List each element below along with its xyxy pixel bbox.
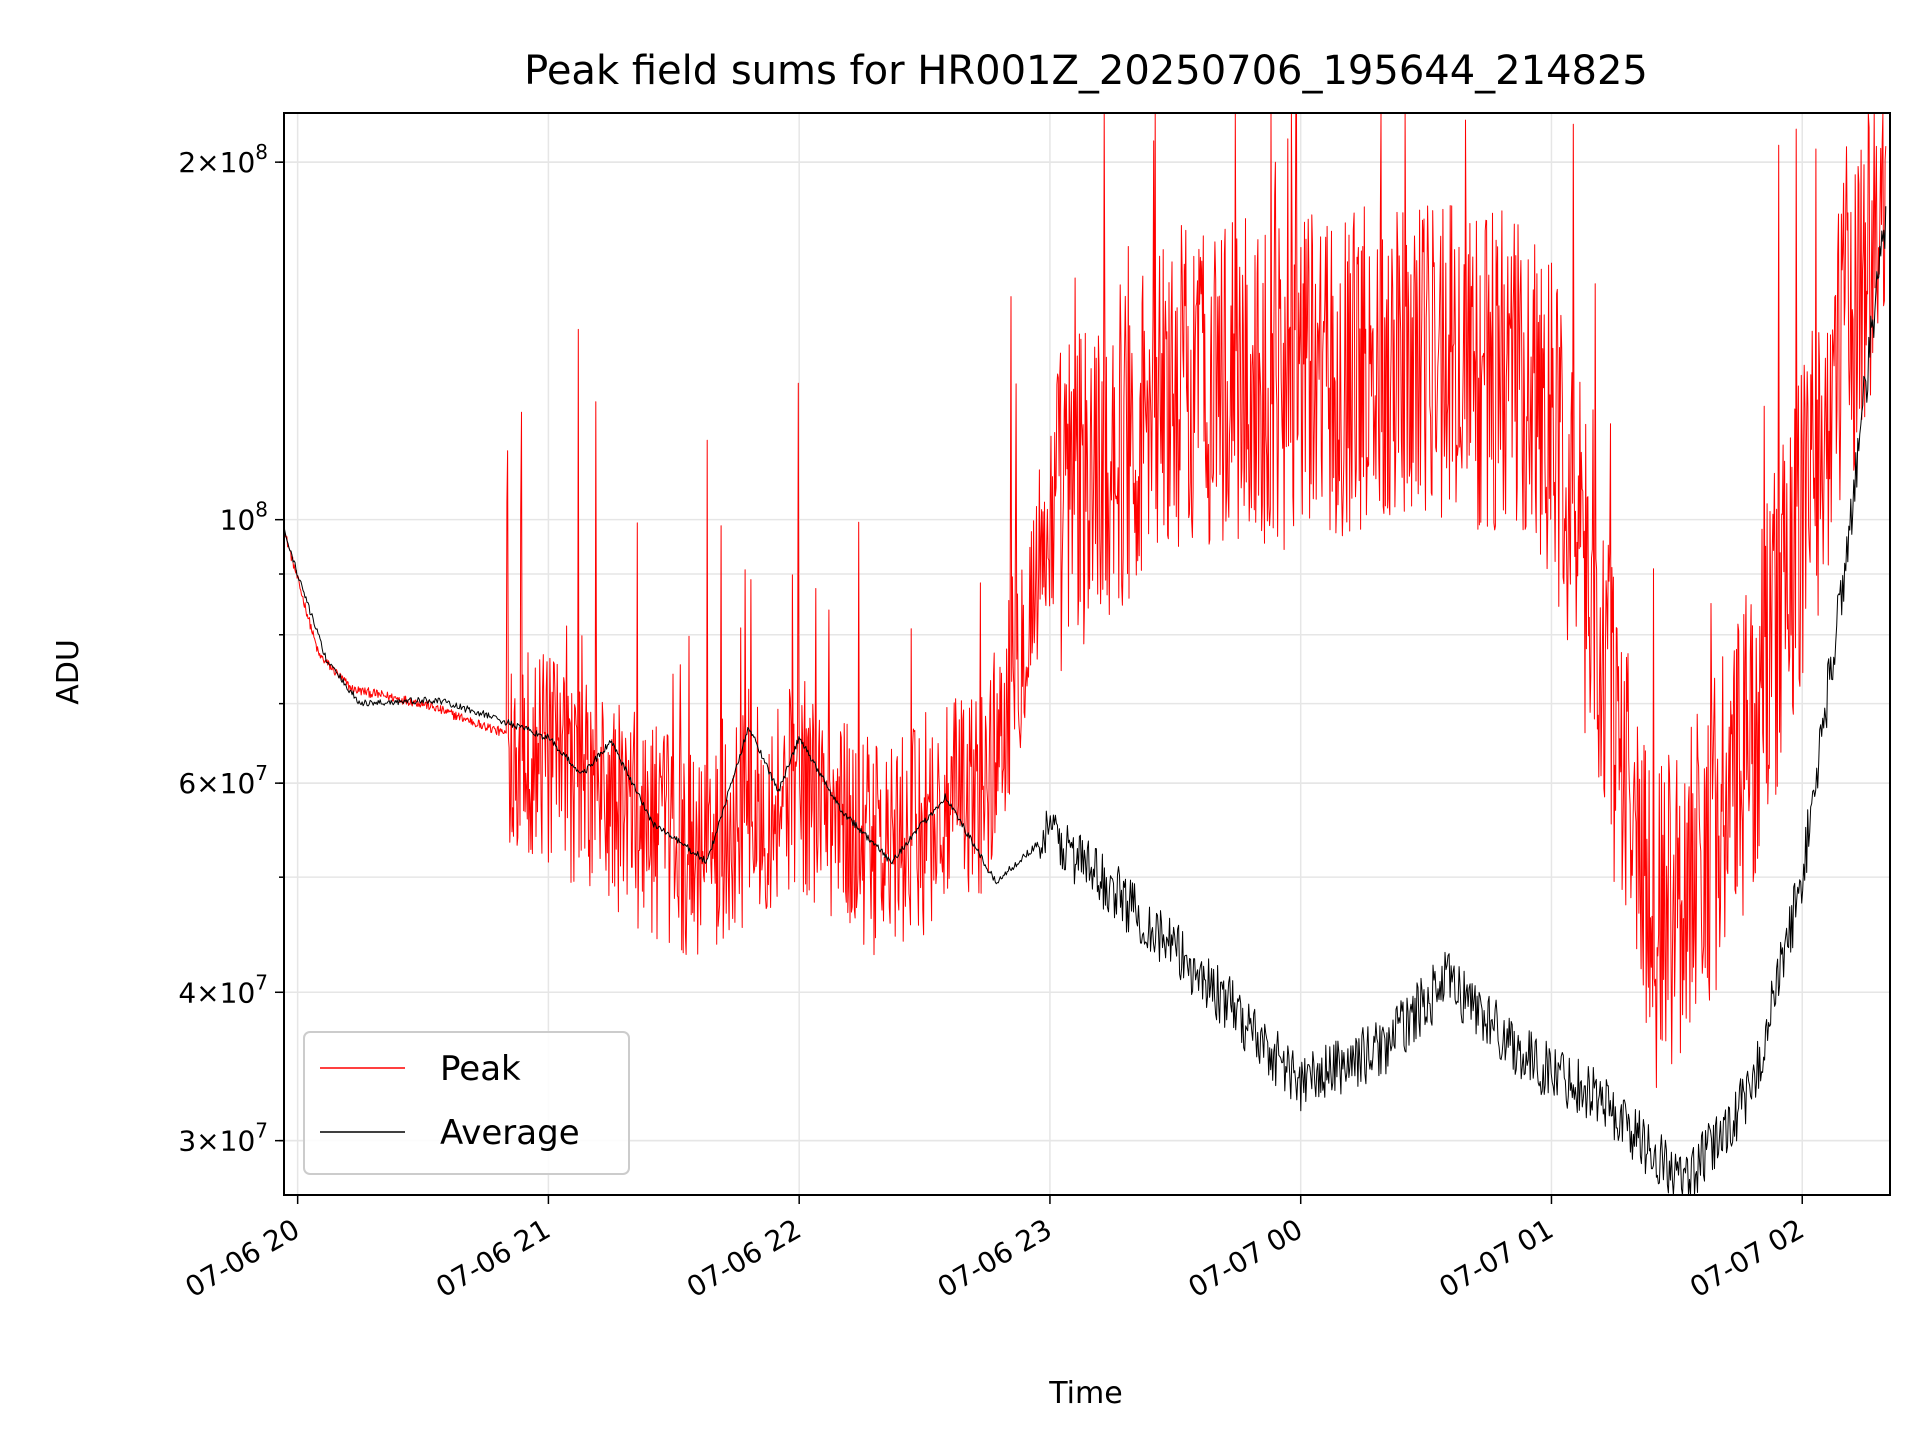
series-layer <box>283 112 1887 1196</box>
y-axis: 3×107 4×107 6×107 108 2×108 <box>178 140 284 1158</box>
legend: Peak Average <box>303 1031 630 1175</box>
chart-title: Peak field sums for HR001Z_20250706_1956… <box>524 48 1648 94</box>
series-line-peak <box>283 112 1887 1088</box>
series-line-average <box>283 206 1887 1196</box>
x-axis-title: Time <box>1048 1376 1122 1411</box>
y-tick-label: 2×108 <box>178 140 268 179</box>
legend-label-average: Average <box>440 1113 580 1153</box>
y-tick-label: 4×107 <box>178 970 268 1009</box>
y-tick-label: 6×107 <box>178 761 268 800</box>
y-axis-title: ADU <box>51 639 86 705</box>
plot-frame <box>283 112 1891 1196</box>
y-tick-label: 108 <box>220 498 268 537</box>
y-tick-label: 3×107 <box>178 1119 268 1158</box>
legend-label-peak: Peak <box>440 1049 521 1089</box>
